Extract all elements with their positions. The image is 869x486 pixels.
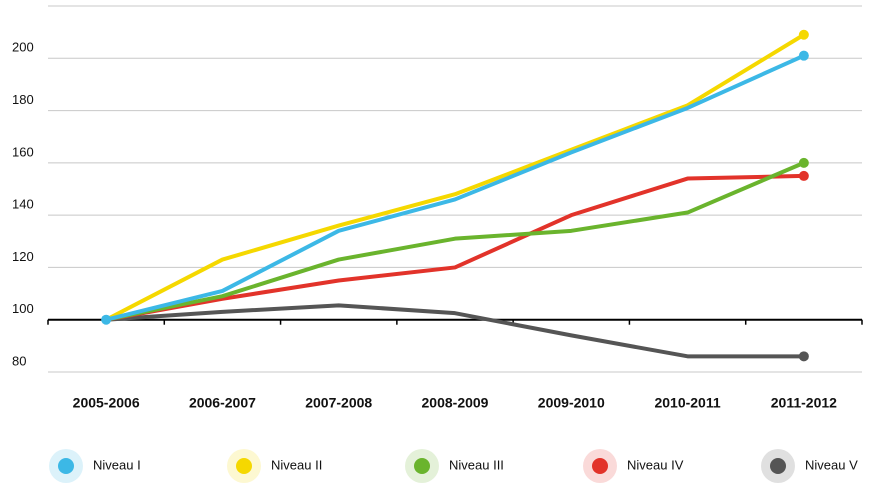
y-tick-label: 160	[12, 144, 34, 159]
x-tick-label: 2009-2010	[538, 395, 605, 411]
legend-label: Niveau II	[271, 457, 322, 472]
x-tick-label: 2007-2008	[305, 395, 372, 411]
series-line	[104, 303, 806, 359]
y-tick-label: 120	[12, 249, 34, 264]
series-line	[104, 32, 806, 322]
legend-swatch	[592, 458, 608, 474]
start-marker	[101, 314, 112, 325]
legend-label: Niveau I	[93, 457, 141, 472]
y-tick-label: 80	[12, 353, 26, 368]
series-line	[104, 173, 806, 322]
series-line	[104, 160, 806, 322]
x-tick-label: 2010-2011	[654, 395, 720, 411]
end-marker	[798, 351, 809, 362]
legend-label: Niveau III	[449, 457, 504, 472]
legend-swatch	[414, 458, 430, 474]
legend-label: Niveau V	[805, 457, 858, 472]
legend-swatch	[58, 458, 74, 474]
legend-swatch	[770, 458, 786, 474]
legend-swatch	[236, 458, 252, 474]
x-tick-label: 2005-2006	[73, 395, 140, 411]
end-marker	[798, 50, 809, 61]
end-marker	[798, 29, 809, 40]
x-tick-label: 2011-2012	[771, 395, 837, 411]
end-marker	[798, 170, 809, 181]
y-tick-label: 100	[12, 301, 34, 316]
x-tick-label: 2008-2009	[422, 395, 489, 411]
y-tick-label: 140	[12, 197, 34, 212]
y-tick-label: 200	[12, 40, 34, 55]
legend-label: Niveau IV	[627, 457, 684, 472]
series-line	[104, 53, 806, 322]
y-tick-label: 180	[12, 92, 34, 107]
end-marker	[798, 157, 809, 168]
x-tick-label: 2006-2007	[189, 395, 256, 411]
y-tick-label: 220	[12, 0, 34, 2]
